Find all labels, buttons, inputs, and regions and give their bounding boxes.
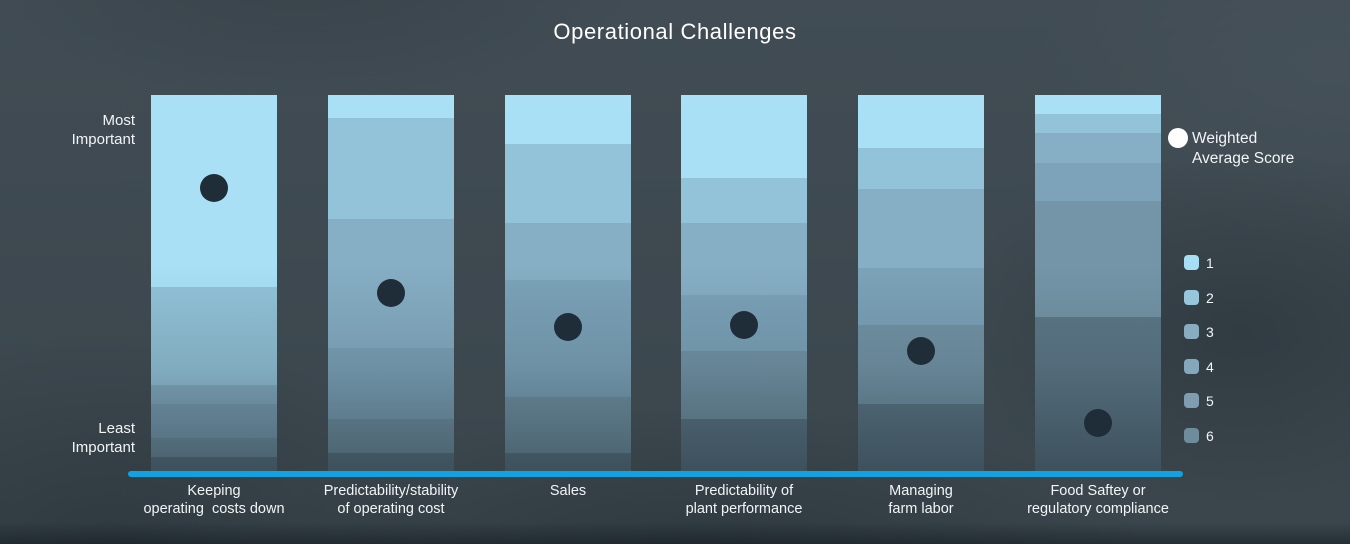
weighted-average-legend-label: Weighted Average Score [1192, 129, 1294, 169]
legend-label-rank-1: 1 [1206, 255, 1214, 271]
x-axis-label-line: Sales [549, 483, 587, 499]
bar-1-segment-rank-5 [151, 438, 277, 457]
weighted-average-legend-dot-icon [1168, 128, 1188, 148]
bar-3-segment-rank-5 [505, 396, 631, 454]
y-axis-label-most-line2: Important [71, 131, 135, 148]
bar-4-segment-rank-5 [681, 351, 807, 420]
x-axis-line [128, 471, 1183, 477]
weighted-average-dot-1 [200, 174, 228, 202]
y-axis-label-most-important: Most Important [29, 111, 135, 149]
weighted-legend-line1: Weighted [1192, 130, 1258, 147]
weighted-average-dot-6 [1084, 409, 1112, 437]
x-axis-label-line: of operating cost [337, 500, 445, 517]
stacked-bar-2 [328, 95, 454, 472]
legend-swatch-rank-5 [1184, 393, 1199, 408]
x-axis-label-line: Predictability/stability [323, 483, 459, 499]
bar-3-segment-rank-3 [505, 223, 631, 280]
bar-4-segment-rank-2 [681, 177, 807, 224]
weighted-average-dot-3 [554, 313, 582, 341]
stacked-bar-4 [681, 95, 807, 472]
weighted-legend-line2: Average Score [1192, 150, 1295, 167]
bar-3-segment-rank-2 [505, 144, 631, 224]
bar-4-segment-rank-3 [681, 223, 807, 295]
bar-2-segment-rank-5 [328, 419, 454, 454]
x-axis-label-line: Managing [889, 483, 953, 499]
bar-5-segment-rank-4 [858, 268, 984, 325]
bar-3-segment-rank-1 [505, 95, 631, 144]
bar-2-segment-rank-4 [328, 347, 454, 420]
bar-2-segment-rank-6 [328, 453, 454, 472]
legend-swatch-rank-4 [1184, 359, 1199, 374]
bar-4-segment-rank-6 [681, 419, 807, 472]
x-axis-label-4: Predictability of plant performance [686, 483, 803, 518]
stacked-bar-3 [505, 95, 631, 472]
legend-label-rank-2: 2 [1206, 290, 1214, 306]
x-axis-label-line: operating costs down [143, 500, 285, 517]
chart-title: Operational Challenges [553, 19, 797, 44]
x-axis-label-line: Keeping [187, 483, 241, 499]
x-axis-label-line: farm labor [888, 500, 954, 517]
y-axis-label-least-important: Least Important [29, 419, 135, 457]
x-axis-label-2: Predictability/stability of operating cos… [324, 483, 459, 518]
bar-1-segment-rank-3 [151, 385, 277, 405]
bar-5-segment-rank-2 [858, 147, 984, 190]
bar-5-segment-rank-3 [858, 189, 984, 269]
bar-6-segment-rank-2 [1035, 113, 1161, 133]
legend-label-rank-3: 3 [1206, 324, 1214, 340]
bar-4-segment-rank-1 [681, 95, 807, 178]
bar-2-segment-rank-1 [328, 95, 454, 118]
x-axis-label-6: Food Saftey or regulatory compliance [1027, 483, 1169, 518]
bar-5-segment-rank-1 [858, 95, 984, 148]
y-axis-label-least-line2: Important [71, 439, 135, 456]
stacked-bar-1 [151, 95, 277, 472]
bar-1-segment-rank-4 [151, 404, 277, 439]
stacked-bar-5 [858, 95, 984, 472]
x-axis-label-line: plant performance [685, 500, 803, 517]
x-axis-label-line: Food Saftey or [1050, 483, 1146, 499]
y-axis-label-least-line1: Least [98, 420, 135, 437]
legend-swatch-rank-2 [1184, 290, 1199, 305]
bar-6-segment-rank-1 [1035, 95, 1161, 114]
bar-3-segment-rank-6 [505, 453, 631, 472]
x-axis-label-5: Managing farm labor [888, 483, 953, 518]
legend-label-rank-6: 6 [1206, 428, 1214, 444]
legend-label-rank-4: 4 [1206, 359, 1214, 375]
bar-6-segment-rank-3 [1035, 132, 1161, 163]
bar-6-segment-rank-4 [1035, 162, 1161, 201]
legend-label-rank-5: 5 [1206, 393, 1214, 409]
x-axis-label-1: Keeping operating costs down [143, 483, 284, 518]
bar-6-segment-rank-6 [1035, 317, 1161, 472]
legend-swatch-rank-1 [1184, 255, 1199, 270]
legend-swatch-rank-6 [1184, 428, 1199, 443]
weighted-average-dot-5 [907, 337, 935, 365]
x-axis-label-3: Sales [550, 483, 586, 501]
weighted-average-dot-2 [377, 279, 405, 307]
x-axis-label-line: Predictability of [694, 483, 794, 499]
x-axis-label-line: regulatory compliance [1027, 500, 1169, 517]
y-axis-label-most-line1: Most [102, 112, 135, 129]
bar-1-segment-rank-6 [151, 456, 277, 472]
weighted-average-dot-4 [730, 311, 758, 339]
bar-1-segment-rank-2 [151, 287, 277, 386]
legend-swatch-rank-3 [1184, 324, 1199, 339]
bar-5-segment-rank-6 [858, 404, 984, 472]
stacked-bar-6 [1035, 95, 1161, 472]
bar-6-segment-rank-5 [1035, 200, 1161, 318]
bar-2-segment-rank-2 [328, 117, 454, 220]
